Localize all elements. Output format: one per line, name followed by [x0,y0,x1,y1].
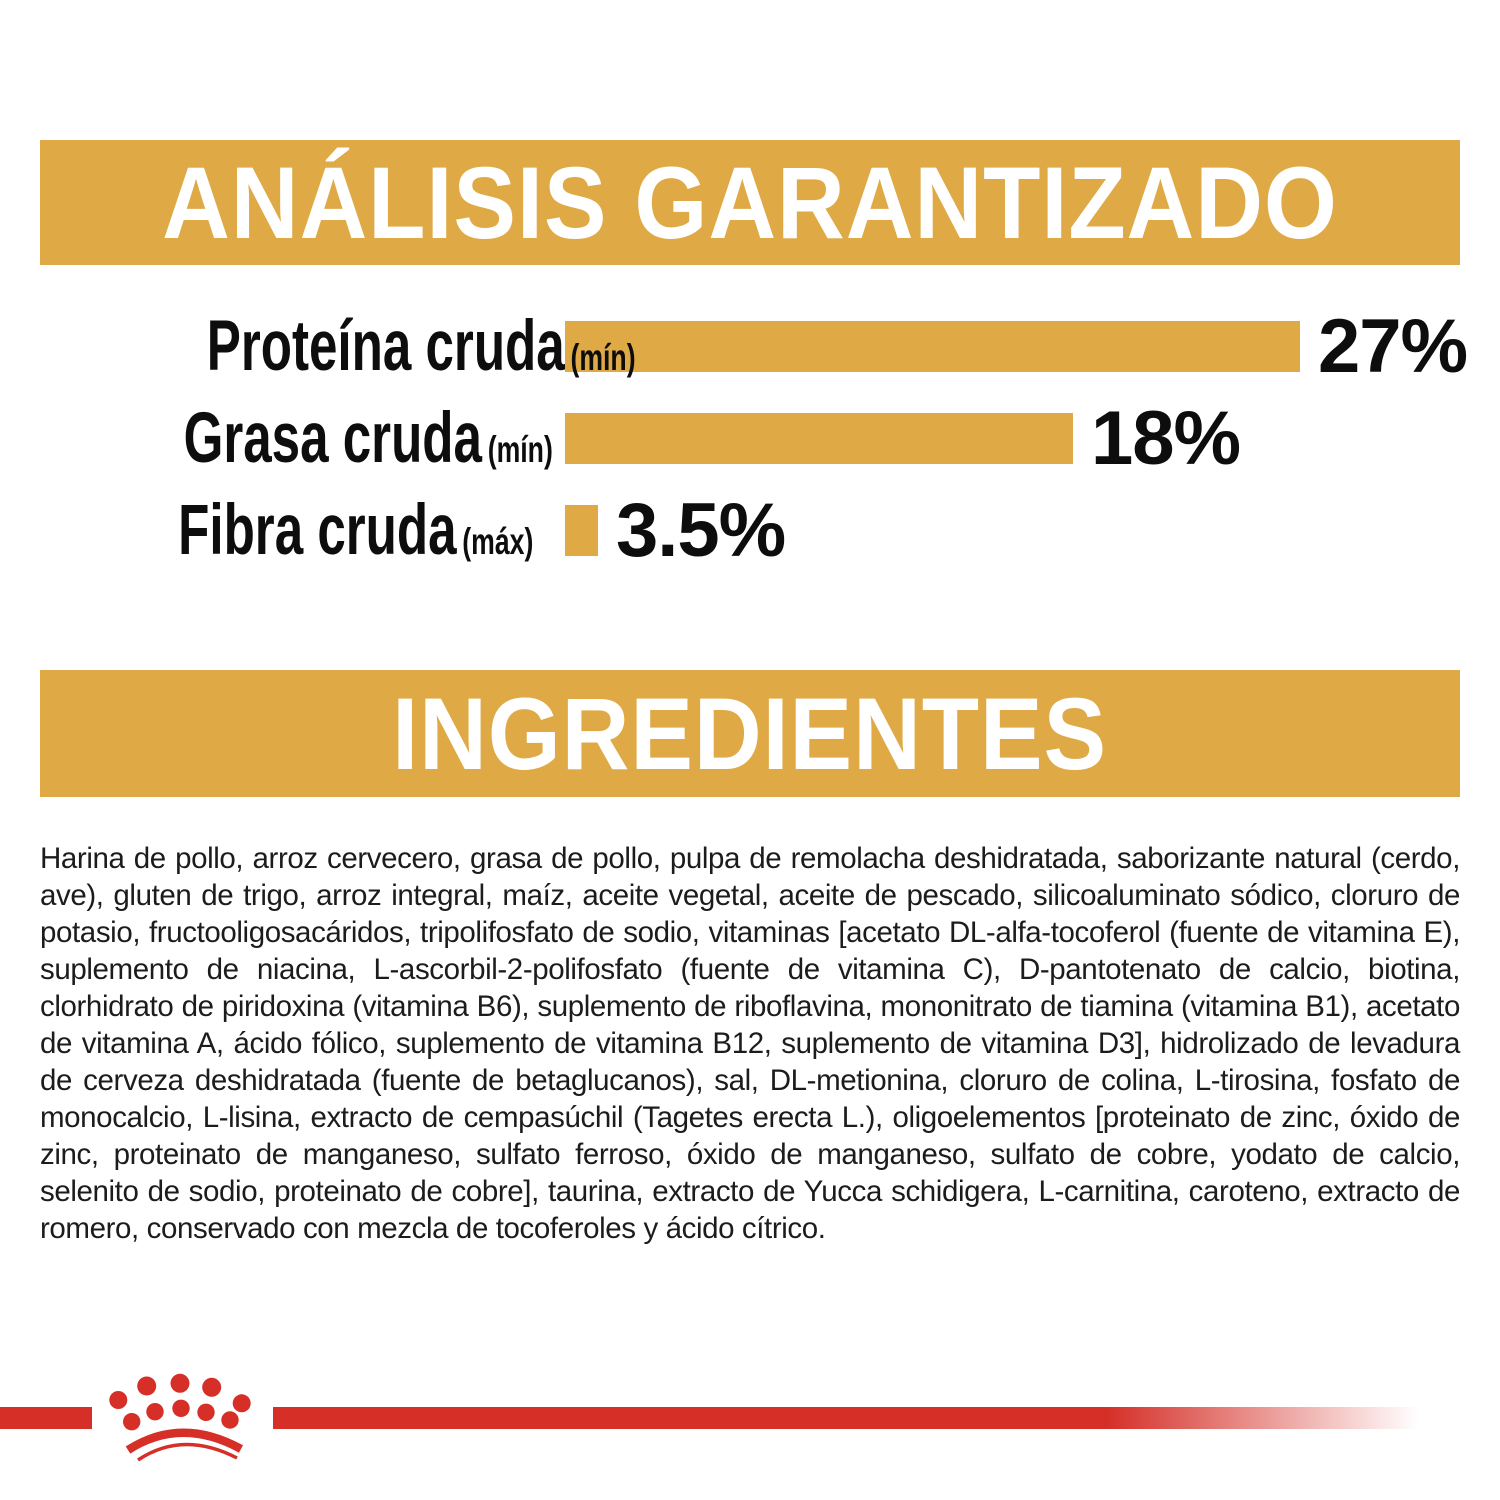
nutrient-label: Grasa cruda [183,399,482,478]
nutrient-label-col: Grasa cruda (mín) [40,403,553,474]
ingredients-title: INGREDIENTES [392,676,1108,791]
nutrient-label: Fibra cruda [178,491,457,570]
nutrient-value: 27% [1318,303,1468,389]
nutrient-qualifier: (mín) [487,429,553,470]
analysis-row-fat: Grasa cruda (mín) 18% [40,400,1460,476]
analysis-chart: Proteína cruda (mín) 27% Grasa cruda (mín)… [40,265,1468,597]
analysis-row-protein: Proteína cruda (mín) 27% [40,308,1468,384]
nutrient-value: 3.5% [616,487,786,573]
nutrient-qualifier: (mín) [570,337,636,378]
royal-canin-crown-icon [109,1373,251,1462]
analysis-banner: ANÁLISIS GARANTIZADO [40,140,1460,265]
nutrient-label-col: Proteína cruda (mín) [40,311,636,382]
brand-rule-right [273,1407,1430,1429]
nutrient-bar [565,505,598,556]
analysis-title: ANÁLISIS GARANTIZADO [162,145,1338,260]
ingredients-text: Harina de pollo, arroz cervecero, grasa … [40,841,1460,1245]
ingredients-banner: INGREDIENTES [40,670,1460,797]
nutrient-label-col: Fibra cruda (máx) [40,495,533,566]
nutrient-bar [565,321,1300,372]
nutrient-qualifier: (máx) [462,521,534,562]
brand-rule-left [0,1407,92,1429]
nutrient-bar [565,413,1073,464]
nutrient-label: Proteína cruda [206,307,565,386]
analysis-row-fiber: Fibra cruda (máx) 3.5% [40,492,1460,568]
nutrient-value: 18% [1091,395,1241,481]
